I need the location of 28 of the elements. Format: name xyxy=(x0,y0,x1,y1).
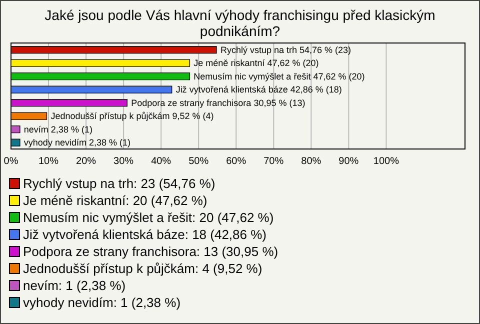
x-tick-label: 20% xyxy=(76,156,96,168)
text: Je méně riskantní: 20 (47,62 %) xyxy=(23,192,208,209)
data-label: vyhody nevidím 2,38 % (1) xyxy=(24,138,130,148)
x-tick-label: 80% xyxy=(301,156,322,168)
x-tick-label: 0% xyxy=(4,156,18,168)
text: Podpora ze strany franchisora: 13 (30,95 %) xyxy=(23,243,278,260)
data-label: Nemusím nic vymýšlet a řešit 47,62 % (20) xyxy=(194,71,365,82)
text: nevím: 1 (2,38 %) xyxy=(23,277,126,294)
x-tick-label: 10% xyxy=(38,156,59,168)
data-label: Jednodušší přístup k půjčkám 9,52 % (4) xyxy=(50,111,214,122)
x-tick-label: 60% xyxy=(226,156,246,168)
data-label: Rychlý vstup na trh 54,76 % (23) xyxy=(220,44,352,55)
data-label: Podpora ze strany franchisora 30,95 % (13) xyxy=(131,98,306,108)
x-tick-label: 100% xyxy=(373,156,400,168)
chart-title: Jaké jsou podle Vás hlavní výhody franchisingu před klasickým podnikáním? xyxy=(44,6,436,41)
text: Rychlý vstup na trh: 23 (54,76 %) xyxy=(23,175,216,192)
text: Nemusím nic vymýšlet a řešit: 20 (47,62 %) xyxy=(23,209,274,226)
text: Již vytvořená klientská báze: 18 (42,86 %) xyxy=(23,226,267,243)
data-label: nevím 2,38 % (1) xyxy=(24,124,92,134)
x-tick-label: 30% xyxy=(114,156,134,168)
data-label: Již vytvořená klientská báze 42,86 % (18) xyxy=(176,84,342,95)
x-tick-label: 40% xyxy=(151,156,172,168)
x-tick-label: 70% xyxy=(264,156,284,168)
x-tick-label: 90% xyxy=(338,156,359,168)
data-label: Je méně riskantní 47,62 % (20) xyxy=(194,58,319,68)
text: Jednodušší přístup k půjčkám: 4 (9,52 %) xyxy=(23,260,262,277)
x-tick-label: 50% xyxy=(188,156,209,168)
text: vyhody nevidím: 1 (2,38 %) xyxy=(23,294,181,311)
